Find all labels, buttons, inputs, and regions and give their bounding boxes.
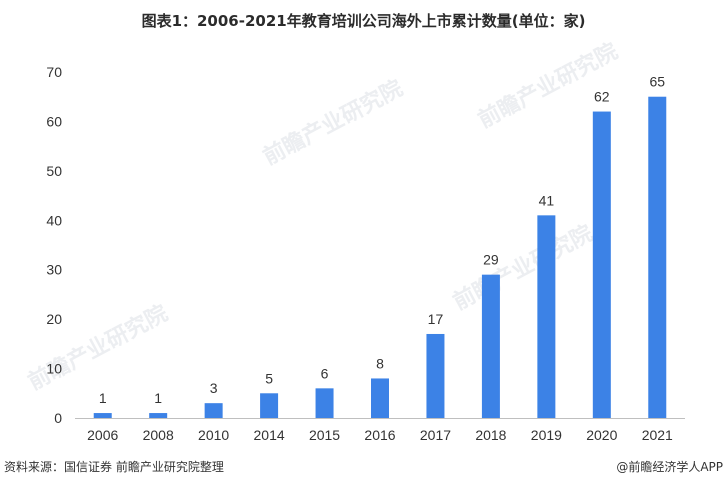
bar-value-label: 5: [265, 370, 273, 386]
x-tick-label: 2018: [475, 427, 506, 443]
x-tick-label: 2017: [420, 427, 451, 443]
y-tick-label: 10: [46, 361, 62, 377]
y-tick-label: 70: [46, 64, 62, 80]
bar-value-label: 62: [594, 89, 610, 105]
x-tick-label: 2015: [309, 427, 340, 443]
bar-value-label: 65: [649, 74, 665, 90]
x-tick-label: 2021: [642, 427, 673, 443]
x-tick-label: 2019: [531, 427, 562, 443]
bars: 1 1 3 5 6 8 17 29 41 62 65: [93, 74, 667, 419]
bar: [426, 333, 445, 418]
bar: [371, 378, 389, 418]
y-tick-label: 20: [46, 311, 62, 327]
bar: [481, 274, 500, 418]
chart-title: 图表1：2006-2021年教育培训公司海外上市累计数量(单位：家): [141, 12, 586, 30]
bar-value-label: 41: [539, 192, 555, 208]
bar-value-label: 29: [483, 252, 499, 268]
y-tick-label: 40: [46, 212, 62, 228]
x-tick-label: 2020: [586, 427, 617, 443]
bar: [93, 413, 112, 418]
bar-value-label: 8: [376, 355, 384, 371]
bar-value-label: 3: [210, 380, 218, 396]
y-tick-label: 60: [46, 113, 62, 129]
x-tick-label: 2014: [254, 427, 285, 443]
x-tick-label: 2016: [364, 427, 395, 443]
bar-value-label: 6: [321, 365, 329, 381]
bar: [537, 215, 556, 418]
source-note: 资料来源：国信证券 前瞻产业研究院整理: [4, 460, 224, 474]
bar: [204, 403, 223, 418]
bar: [149, 413, 168, 418]
y-tick-label: 30: [46, 262, 62, 278]
x-axis: 2006 2008 2010 2014 2015 2016 2017 2018 2019 2020…: [75, 418, 685, 443]
bar-value-label: 1: [99, 390, 107, 406]
y-axis: 0 10 20 30 40 50 60 70: [46, 64, 62, 426]
y-tick-label: 50: [46, 163, 62, 179]
x-tick-label: 2008: [143, 427, 174, 443]
bar: [648, 96, 667, 418]
x-tick-label: 2010: [198, 427, 229, 443]
y-tick-label: 0: [54, 410, 62, 426]
bar-value-label: 1: [154, 390, 162, 406]
bar: [260, 393, 279, 418]
bar: [592, 111, 611, 419]
x-tick-label: 2006: [87, 427, 118, 443]
bar-value-label: 17: [428, 311, 444, 327]
brand-credit: @前瞻经济学人APP: [616, 460, 723, 474]
bar: [315, 388, 334, 418]
